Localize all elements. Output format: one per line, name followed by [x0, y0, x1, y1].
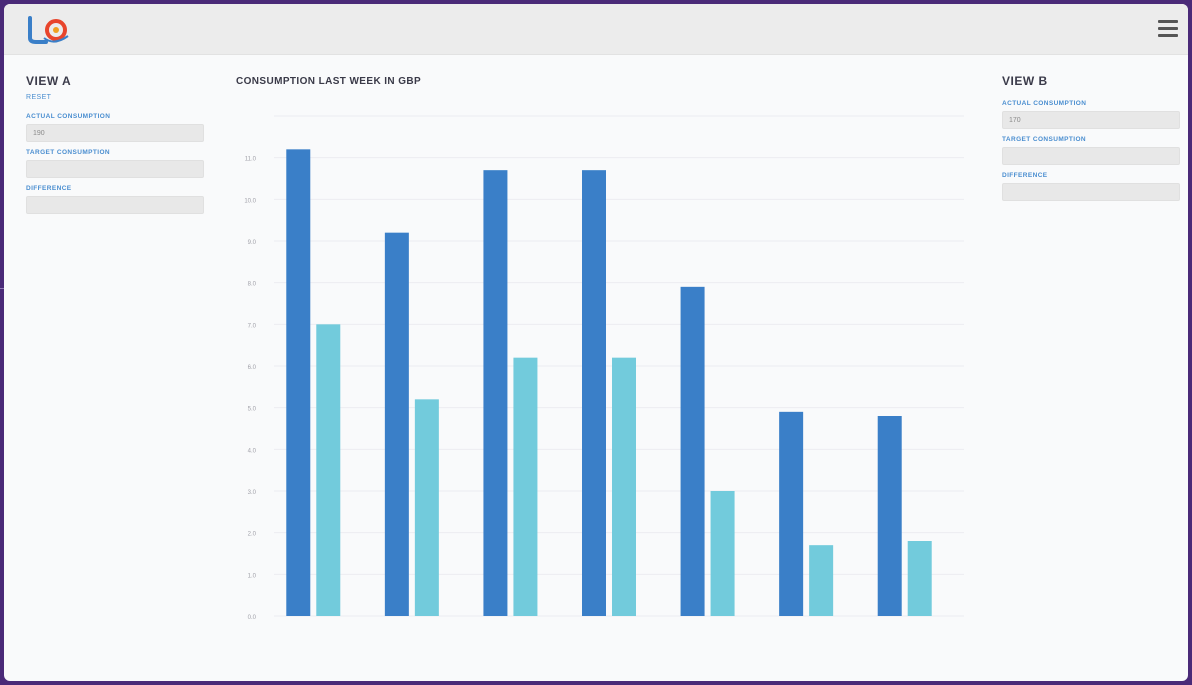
view-b-difference-field[interactable] — [1002, 183, 1180, 201]
chart-title: CONSUMPTION LAST WEEK IN GBP — [236, 76, 422, 87]
app-window: VIEW A RESET ACTUAL CONSUMPTION 190 TARG… — [4, 4, 1188, 681]
y-tick-label: 9.0 — [248, 240, 257, 246]
view-a-difference-field[interactable] — [26, 196, 204, 214]
y-tick-label: 4.0 — [248, 448, 257, 454]
bar — [384, 232, 409, 616]
y-tick-label: 7.0 — [248, 323, 257, 329]
view-b-target-label: TARGET CONSUMPTION — [1002, 136, 1086, 143]
y-tick-label: 5.0 — [248, 407, 257, 413]
bar — [877, 416, 902, 616]
view-b-difference-label: DIFFERENCE — [1002, 172, 1048, 179]
y-tick-label: 11.0 — [245, 157, 257, 163]
view-b-actual-field[interactable]: 170 — [1002, 111, 1180, 129]
view-a-target-field[interactable] — [26, 160, 204, 178]
view-a-reset-link[interactable]: RESET — [26, 94, 52, 101]
y-tick-label: 6.0 — [248, 365, 257, 371]
bar — [483, 170, 508, 616]
view-b-panel: VIEW B ACTUAL CONSUMPTION 170 TARGET CON… — [1002, 74, 1180, 208]
edge-divider — [0, 288, 4, 289]
view-a-title: VIEW A — [26, 74, 72, 88]
bar — [907, 541, 932, 616]
bar — [316, 324, 341, 616]
y-tick-label: 8.0 — [248, 282, 257, 288]
y-tick-label: 0.0 — [248, 615, 257, 621]
bar — [286, 149, 311, 617]
top-bar — [4, 4, 1188, 55]
y-tick-label: 3.0 — [248, 490, 257, 496]
bar — [513, 357, 538, 616]
view-b-target-field[interactable] — [1002, 147, 1180, 165]
y-tick-label: 10.0 — [244, 198, 256, 204]
view-a-panel: VIEW A RESET ACTUAL CONSUMPTION 190 TARG… — [26, 74, 204, 221]
view-b-title: VIEW B — [1002, 74, 1048, 88]
bar — [414, 399, 439, 616]
bar — [680, 286, 705, 616]
y-tick-label: 1.0 — [248, 573, 257, 579]
bar — [809, 545, 834, 616]
view-a-difference-label: DIFFERENCE — [26, 185, 72, 192]
hamburger-menu-icon[interactable] — [1158, 20, 1178, 42]
view-a-actual-label: ACTUAL CONSUMPTION — [26, 113, 111, 120]
view-a-actual-field[interactable]: 190 — [26, 124, 204, 142]
bar — [582, 170, 606, 616]
y-tick-label: 2.0 — [248, 532, 257, 538]
bar — [710, 491, 735, 616]
view-a-target-label: TARGET CONSUMPTION — [26, 149, 110, 156]
logo[interactable] — [24, 12, 74, 48]
consumption-bar-chart: 0.0 1.0 2.0 3.0 4.0 5.0 6.0 7.0 8.0 9.0 10.0 11.0 — [244, 115, 964, 621]
bar — [779, 411, 804, 616]
view-b-actual-label: ACTUAL CONSUMPTION — [1002, 100, 1087, 107]
bar — [612, 357, 636, 616]
